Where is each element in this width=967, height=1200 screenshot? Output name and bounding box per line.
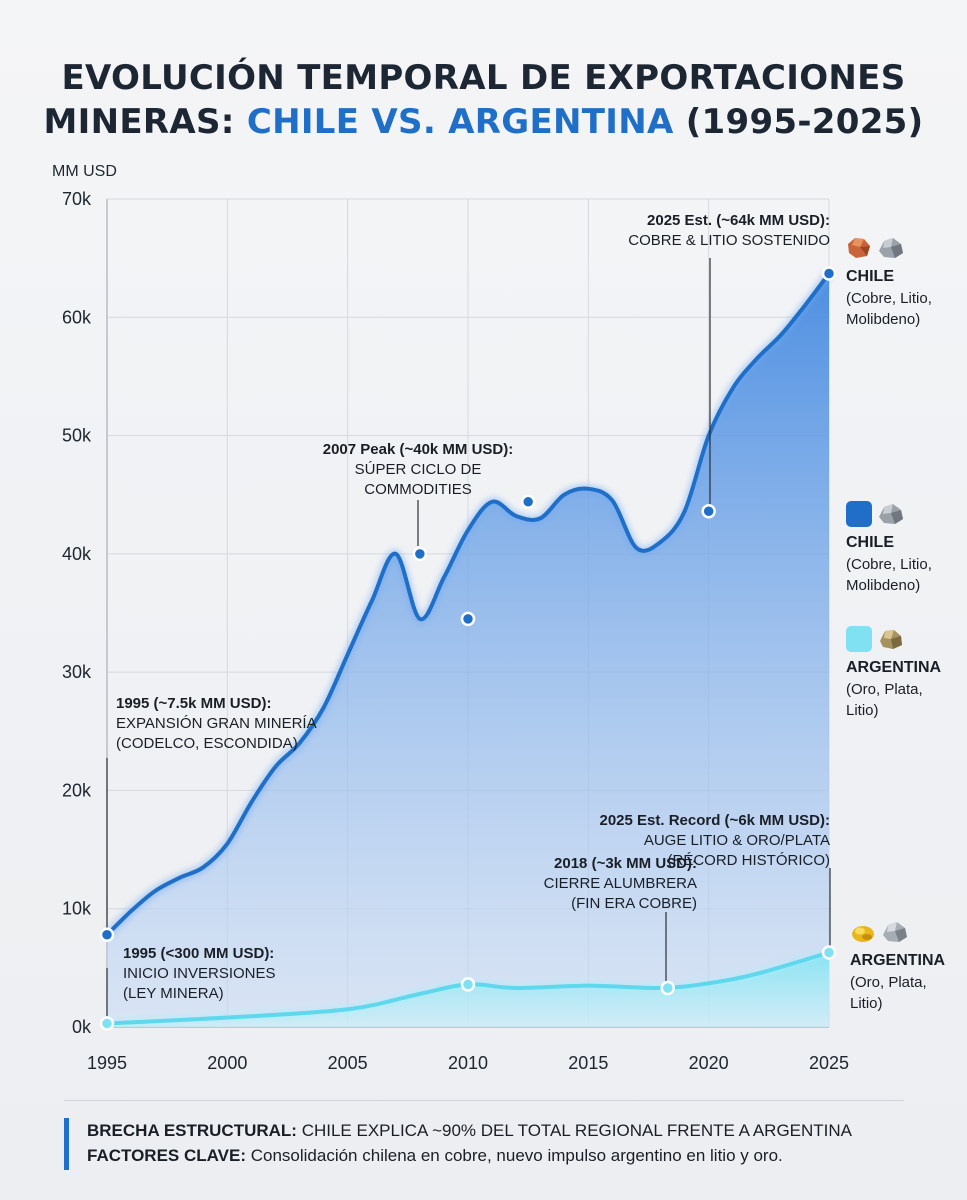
title-line-1: EVOLUCIÓN TEMPORAL DE EXPORTACIONES [61,58,906,98]
x-tick-label: 1995 [87,1053,127,1073]
x-tick-label: 2005 [328,1053,368,1073]
footer-line-2-bold: FACTORES CLAVE: [87,1146,246,1165]
annotation-title: 2018 (~3k MM USD): [554,855,697,872]
annotation-title: 1995 (<300 MM USD): [123,945,274,962]
annotation-line: (CODELCO, ESCONDIDA) [116,735,298,752]
annotation-line: (FIN ERA COBRE) [571,895,697,912]
blue-square-icon [846,501,872,527]
y-tick-label: 60k [62,307,92,327]
title-line-2-c: (1995-2025) [673,102,924,142]
footer-line-2-text: Consolidación chilena en cobre, nuevo im… [246,1146,783,1165]
legend-argentina-desc-1: (Oro, Plata, [846,681,923,698]
annotation-line: EXPANSIÓN GRAN MINERÍA [116,715,317,732]
legend-argentina-bottom-name: ARGENTINA [850,952,946,969]
annotation-title: 2025 Est. Record (~6k MM USD): [600,812,831,829]
y-tick-label: 0k [72,1017,92,1037]
argentina-marker [821,945,837,960]
annotation-line: SÚPER CICLO DE [355,461,482,478]
gold-nugget-icon [852,926,874,942]
annotation-line: (RÉCORD HISTÓRICO) [668,852,831,869]
x-tick-label: 2025 [809,1053,849,1073]
chile-line [105,271,831,937]
annotation-chile-2025: 2025 Est. (~64k MM USD): COBRE & LITIO SO… [628,212,830,249]
footer-note: BRECHA ESTRUCTURAL: CHILE EXPLICA ~90% D… [64,1118,924,1170]
annotation-title: 2007 Peak (~40k MM USD): [323,441,514,458]
gold-ore-icon [880,630,902,649]
cyan-square-icon [846,626,872,652]
legend-argentina-bottom-desc-1: (Oro, Plata, [850,974,927,991]
silver-ore-icon [879,504,903,524]
annotation-chile-2007: 2007 Peak (~40k MM USD): SÚPER CICLO DE CO… [323,441,514,498]
annotation-line: COBRE & LITIO SOSTENIDO [628,232,830,249]
y-axis-unit: MM USD [52,163,117,180]
legend-chile-top-name: CHILE [846,268,894,285]
chile-marker [821,266,837,281]
legend-argentina-desc-2: Litio) [846,702,879,719]
legend-argentina-bottom-desc-2: Litio) [850,995,883,1012]
y-tick-label: 30k [62,662,92,682]
chile-marker [460,611,476,627]
annotation-arg-2018: 2018 (~3k MM USD): CIERRE ALUMBRERA (FIN E… [544,855,697,912]
footer-line-2: FACTORES CLAVE: Consolidación chilena en… [87,1143,924,1168]
annotation-line: AUGE LITIO & ORO/PLATA [644,832,830,849]
legend-chile-top-desc-1: (Cobre, Litio, [846,290,932,307]
title-line-2-accent: CHILE VS. ARGENTINA [246,102,674,142]
chile-area [107,273,829,1027]
chile-marker [99,927,115,942]
title-line-2-a: MINERAS: [43,102,247,142]
legend-chile-desc-1: (Cobre, Litio, [846,556,932,573]
legend-chile-name: CHILE [846,534,894,551]
silver-ore-icon [883,922,907,942]
annotation-line: COMMODITIES [364,481,472,498]
annotation-title: 2025 Est. (~64k MM USD): [647,212,830,229]
x-tick-label: 2000 [207,1053,247,1073]
footer-line-1-bold: BRECHA ESTRUCTURAL: [87,1121,297,1140]
argentina-marker [460,977,476,992]
legend-argentina: ARGENTINA (Oro, Plata, Litio) [846,625,941,721]
y-tick-label: 50k [62,426,92,446]
legend-argentina-name: ARGENTINA [846,659,942,676]
y-tick-label: 40k [62,544,92,564]
annotation-line: (LEY MINERA) [123,985,224,1002]
x-tick-label: 2015 [568,1053,608,1073]
chart: MM USD 0k 10k 20k 30k 40k 50k 60k 70k 1995 2000 2… [52,163,849,1073]
footer-line-1: BRECHA ESTRUCTURAL: CHILE EXPLICA ~90% D… [87,1118,924,1143]
argentina-marker [99,1016,115,1031]
chile-marker [520,494,536,510]
series-markers [99,266,837,1031]
legend-chile-top: CHILE (Cobre, Litio, Molibdeno) [846,234,932,330]
chart-title: EVOLUCIÓN TEMPORAL DE EXPORTACIONES MINE… [0,56,967,144]
annotation-arg-1995: 1995 (<300 MM USD): INICIO INVERSIONES (LE… [123,945,276,1002]
y-tick-label: 10k [62,899,92,919]
chile-marker [412,546,428,562]
annotation-leaders [106,258,831,1016]
silver-ore-icon [879,238,903,258]
footer-line-1-text: CHILE EXPLICA ~90% DEL TOTAL REGIONAL FR… [296,1121,853,1140]
annotation-arg-2025: 2025 Est. Record (~6k MM USD): AUGE LITIO… [600,812,831,869]
annotation-line: INICIO INVERSIONES [123,965,276,982]
legend-chile-desc-2: Molibdeno) [846,577,921,594]
annotation-title: 1995 (~7.5k MM USD): [116,695,271,712]
y-axis-ticks: 0k 10k 20k 30k 40k 50k 60k 70k [62,189,92,1037]
annotation-line: CIERRE ALUMBRERA [544,875,697,892]
argentina-line [105,950,831,1026]
x-tick-label: 2010 [448,1053,488,1073]
footer-divider [64,1100,904,1101]
chile-marker [701,504,716,519]
annotations: 1995 (~7.5k MM USD): EXPANSIÓN GRAN MINER… [116,212,830,1002]
legend-chile: CHILE (Cobre, Litio, Molibdeno) [846,500,932,596]
annotation-chile-1995: 1995 (~7.5k MM USD): EXPANSIÓN GRAN MINER… [116,695,317,752]
x-tick-label: 2020 [689,1053,729,1073]
copper-ore-icon [848,238,870,258]
x-axis-ticks: 1995 2000 2005 2010 2015 2020 2025 [87,1053,849,1073]
argentina-marker [660,980,676,996]
y-tick-label: 70k [62,189,92,209]
y-tick-label: 20k [62,780,92,800]
title-line-2: MINERAS: CHILE VS. ARGENTINA (1995-2025) [0,100,967,144]
legend-argentina-bottom: ARGENTINA (Oro, Plata, Litio) [850,918,945,1014]
legend-chile-top-desc-2: Molibdeno) [846,311,921,328]
